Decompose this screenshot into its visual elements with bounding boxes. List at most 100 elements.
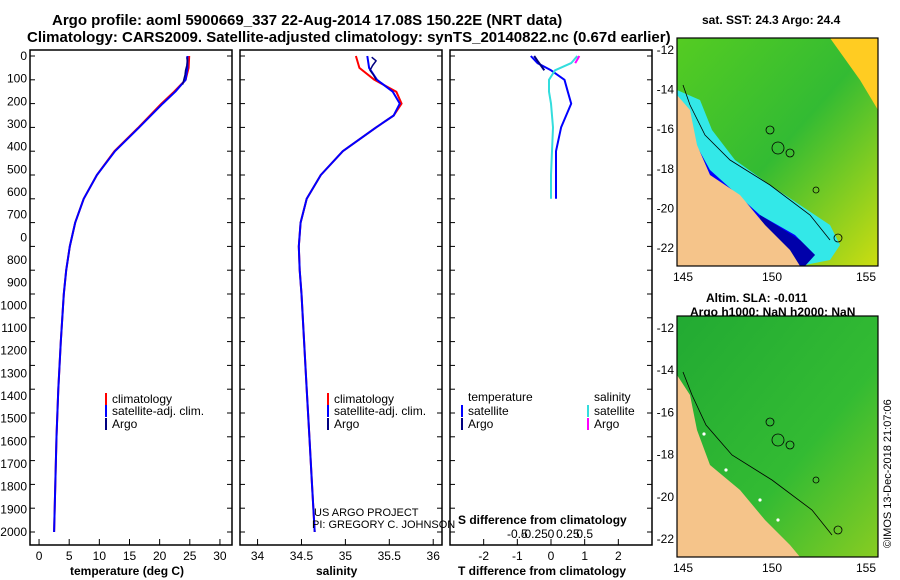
xtick-label: 10 xyxy=(93,549,107,563)
map1-title: sat. SST: 24.3 Argo: 24.4 xyxy=(702,13,841,27)
ytick-label: 900 xyxy=(7,276,27,290)
sst-warm-patch xyxy=(830,38,878,110)
reef-outline xyxy=(785,440,795,450)
legend-label-sal-argo: Argo xyxy=(594,417,620,431)
ytick-label: 800 xyxy=(7,253,27,267)
legend-label-climatology: climatology xyxy=(334,392,394,406)
land-australia xyxy=(677,375,800,557)
legend-label-sal-satellite: satellite xyxy=(594,404,635,418)
ytick-label: 1800 xyxy=(0,480,27,494)
series-line-salinity-satellite xyxy=(548,55,579,199)
missing-data-dot xyxy=(776,518,780,522)
map-xtick-label: 150 xyxy=(762,270,782,284)
map2-frame xyxy=(676,315,879,558)
reef-outline xyxy=(771,141,785,155)
series-line-temperature-satellite xyxy=(530,55,573,199)
map-ytick-label: -22 xyxy=(657,532,675,546)
map2-title-line1: Altim. SLA: -0.011 xyxy=(706,291,808,305)
xtick-label-top: 0.5 xyxy=(576,527,593,541)
ytick-label: 400 xyxy=(7,140,27,154)
series-line-salinity-argo xyxy=(574,55,581,64)
ytick-label: 1000 xyxy=(0,298,27,312)
difference-legend: temperature satellite Argo salinity sate… xyxy=(461,390,635,431)
xtick-label-top: -0.25 xyxy=(520,527,548,541)
xtick-label: 34.5 xyxy=(290,549,314,563)
xtick-label: 25 xyxy=(183,549,197,563)
series-line-temperature-argo xyxy=(533,55,546,71)
isobath-line xyxy=(682,371,833,536)
sst-map xyxy=(677,38,878,266)
temperature-xlabel: temperature (deg C) xyxy=(70,564,184,578)
xtick-label-top: 0.25 xyxy=(556,527,580,541)
difference-panel xyxy=(449,49,653,546)
figure-title-line2: Climatology: CARS2009. Satellite-adjuste… xyxy=(27,29,671,46)
ytick-label: 1900 xyxy=(0,502,27,516)
ytick-label: 100 xyxy=(7,72,27,86)
xtick-label: 2 xyxy=(615,549,622,563)
xtick-label: 34 xyxy=(251,549,265,563)
legend-title-temperature: temperature xyxy=(468,390,533,404)
map-ytick-label: -14 xyxy=(657,83,675,97)
map-ytick-label: -18 xyxy=(657,448,675,462)
series-line-climatology xyxy=(53,55,191,533)
series-line-satellite-adj-clim- xyxy=(297,55,401,533)
xtick-label: 15 xyxy=(123,549,137,563)
ytick-label: 1400 xyxy=(0,389,27,403)
map-xtick-label: 155 xyxy=(856,561,876,575)
map-ytick-label: -12 xyxy=(657,43,675,57)
sla-map xyxy=(677,316,878,557)
reef-outline xyxy=(771,433,785,447)
ytick-label: 1600 xyxy=(0,434,27,448)
figure-title-line1: Argo profile: aoml 5900669_337 22-Aug-20… xyxy=(52,12,563,29)
ytick-label: 1200 xyxy=(0,344,27,358)
xtick-label: 0 xyxy=(548,549,555,563)
xtick-label: -1 xyxy=(512,549,523,563)
ytick-label: 700 xyxy=(7,208,27,222)
difference-xlabel: T difference from climatology xyxy=(458,564,626,578)
xtick-label: 36 xyxy=(427,549,441,563)
reef-outline xyxy=(812,476,820,484)
ytick-label: 600 xyxy=(7,185,27,199)
xtick-label-top: -0.5 xyxy=(507,527,528,541)
map-ytick-label: -12 xyxy=(657,321,675,335)
missing-data-dot xyxy=(758,498,762,502)
legend-label-temp-argo: Argo xyxy=(468,417,494,431)
map-ytick-label: -20 xyxy=(657,201,675,215)
land-australia xyxy=(677,95,800,266)
isobath-line xyxy=(682,84,831,241)
missing-data-dot xyxy=(724,468,728,472)
map-xtick-label: 145 xyxy=(673,270,693,284)
ytick-label: 2000 xyxy=(0,525,27,539)
temperature-legend: climatology satellite-adj. clim. Argo xyxy=(105,392,204,431)
ytick-label: 200 xyxy=(7,94,27,108)
ytick-label: 300 xyxy=(7,117,27,131)
map1-frame xyxy=(676,37,879,267)
temperature-panel xyxy=(29,49,233,546)
series-line-climatology xyxy=(297,55,403,533)
difference-xlabel-top: S difference from climatology xyxy=(458,513,627,527)
xtick-label: 35 xyxy=(339,549,353,563)
ytick-label: 500 xyxy=(7,162,27,176)
map-xtick-label: 145 xyxy=(673,561,693,575)
xtick-label: 35.5 xyxy=(378,549,402,563)
ytick-label: 1100 xyxy=(1,321,27,335)
map-ytick-label: -16 xyxy=(657,122,675,136)
salinity-legend: climatology satellite-adj. clim. Argo xyxy=(327,392,426,431)
xtick-label: 30 xyxy=(213,549,227,563)
credit-project: US ARGO PROJECT xyxy=(314,507,419,519)
map-ytick-label: -22 xyxy=(657,241,675,255)
map-ytick-label: -14 xyxy=(657,363,675,377)
legend-title-salinity: salinity xyxy=(594,390,631,404)
legend-label-argo: Argo xyxy=(112,417,138,431)
xtick-label: 20 xyxy=(153,549,167,563)
reef-outline xyxy=(833,525,843,535)
series-line-argo xyxy=(369,56,377,81)
reef-outline xyxy=(785,148,795,158)
credit-pi: PI: GREGORY C. JOHNSON xyxy=(312,519,455,531)
xtick-label: 1 xyxy=(581,549,588,563)
map-ytick-label: -18 xyxy=(657,162,675,176)
ytick-label: 1700 xyxy=(0,457,27,471)
map-xtick-label: 155 xyxy=(856,270,876,284)
ytick-label: 1300 xyxy=(0,366,27,380)
missing-data-dot xyxy=(702,432,706,436)
